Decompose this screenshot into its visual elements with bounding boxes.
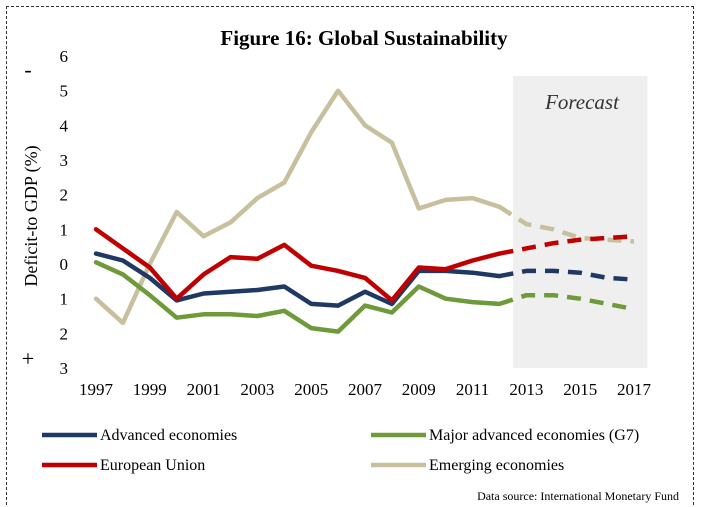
x-tick-label: 2017 — [617, 380, 652, 399]
series-line-european-union — [93, 227, 502, 303]
legend-label: Advanced economies — [100, 427, 237, 444]
series-line-emerging-economies — [93, 88, 502, 326]
x-tick-label: 1999 — [133, 380, 167, 399]
y-tick-label: 1 — [60, 290, 69, 309]
x-tick-label: 2011 — [456, 380, 489, 399]
chart-frame — [6, 6, 694, 505]
y-sign-top: - — [24, 57, 31, 82]
legend-label: Major advanced economies (G7) — [429, 427, 639, 444]
x-tick-label: 2009 — [402, 380, 436, 399]
x-tick-label: 2003 — [240, 380, 274, 399]
series-forecast-line-major-advanced-economies-g7 — [498, 292, 635, 312]
legend-label: Emerging economies — [429, 457, 564, 474]
y-axis-label: Deficit-to GDP (%) — [21, 145, 42, 286]
y-tick-label: 1 — [60, 220, 69, 239]
y-tick-label: 6 — [60, 47, 69, 66]
y-tick-label: 2 — [60, 186, 69, 205]
data-source: Data source: International Monetary Fund — [477, 489, 679, 503]
x-tick-label: 2005 — [294, 380, 328, 399]
x-tick-label: 2015 — [563, 380, 597, 399]
forecast-region — [512, 76, 648, 368]
chart-title: Figure 16: Global Sustainability — [220, 26, 508, 50]
y-sign-bottom: + — [22, 346, 34, 371]
x-tick-label: 2001 — [187, 380, 221, 399]
y-tick-label: 3 — [60, 359, 69, 378]
y-tick-label: 0 — [60, 255, 69, 274]
y-tick-label: 5 — [60, 82, 69, 101]
series-forecast-line-emerging-economies — [498, 204, 635, 244]
y-tick-label: 3 — [60, 151, 69, 170]
series-line-major-advanced-economies-g7 — [93, 260, 502, 334]
y-tick-label: 2 — [60, 324, 69, 343]
x-tick-label: 1997 — [79, 380, 114, 399]
legend-label: European Union — [100, 457, 205, 474]
legend: Advanced economies Major advanced economi… — [42, 427, 639, 474]
y-tick-label: 4 — [60, 116, 69, 135]
forecast-label: Forecast — [544, 90, 620, 114]
x-tick-label: 2007 — [348, 380, 383, 399]
series-line-advanced-economies — [93, 251, 502, 308]
x-tick-label: 2013 — [509, 380, 543, 399]
